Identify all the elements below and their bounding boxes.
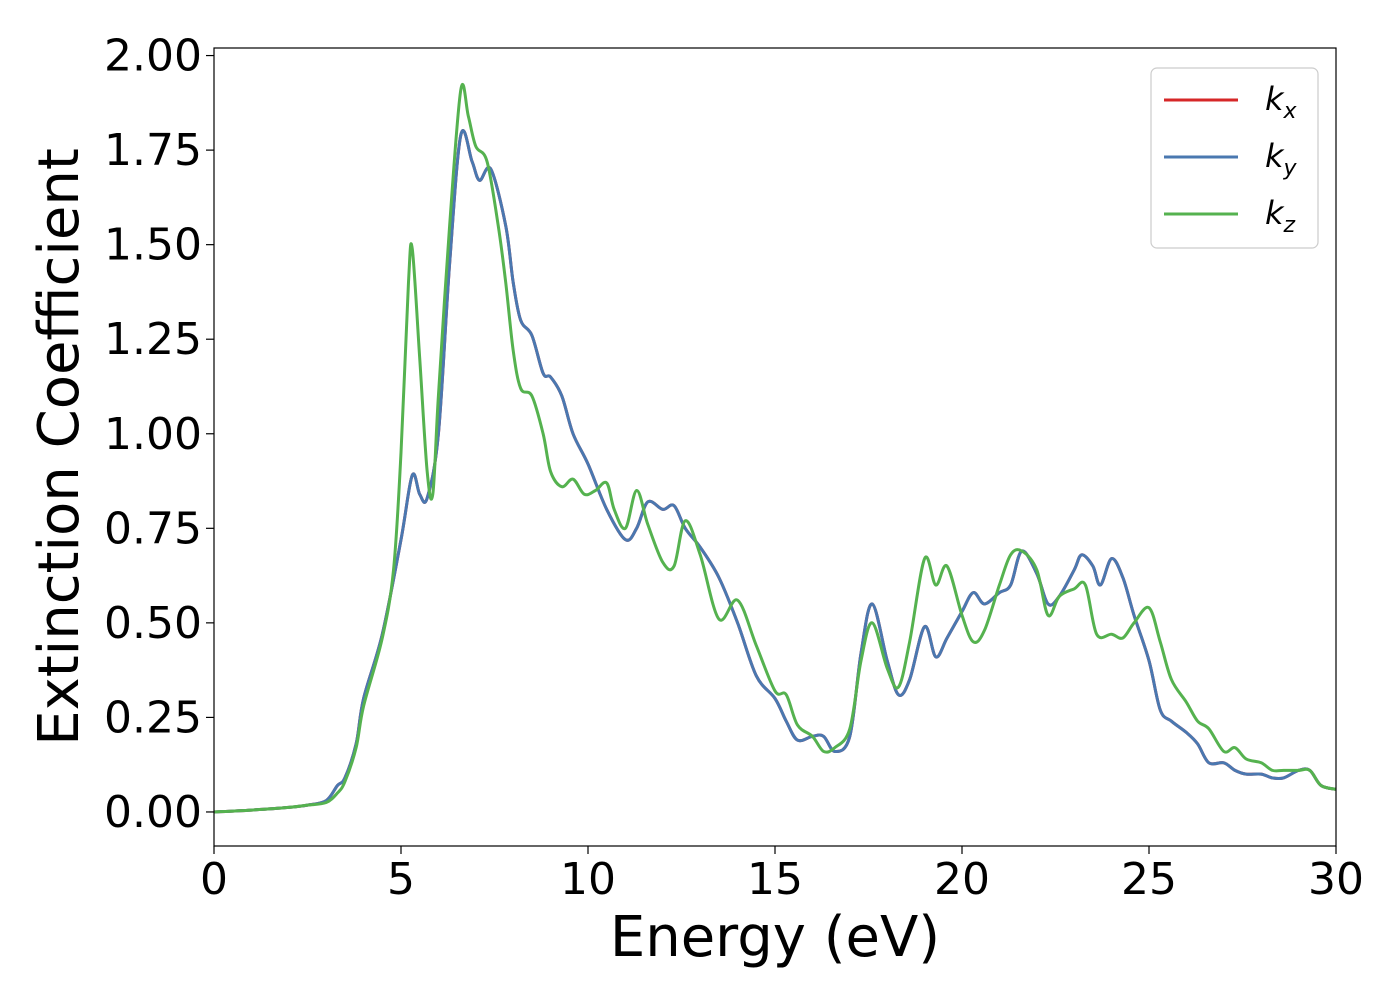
x-axis-title: Energy (eV)	[610, 905, 940, 970]
y-tick-label: 2.00	[104, 31, 202, 82]
legend: kx ky kz	[1150, 67, 1319, 249]
legend-label-kz: kz	[1265, 194, 1296, 238]
y-tick-label: 0.25	[104, 692, 202, 743]
y-axis: 0.00 0.25 0.50 0.75 1.00 1.25 1.50 1.75 2.00	[104, 31, 214, 838]
y-tick-label: 0.00	[104, 787, 202, 838]
series-layer	[214, 83, 1336, 814]
x-axis: 0 5 10 15 20 25 30	[200, 846, 1364, 905]
series-line-kz	[214, 83, 1336, 814]
x-tick-label: 10	[560, 854, 616, 905]
y-tick-label: 1.00	[104, 409, 202, 460]
y-tick-label: 0.75	[104, 503, 202, 554]
legend-label-kx: kx	[1265, 80, 1298, 124]
series-line-ky	[214, 129, 1336, 814]
y-tick-label: 1.75	[104, 125, 202, 176]
y-tick-label: 1.25	[104, 314, 202, 365]
y-tick-label: 1.50	[104, 220, 202, 271]
y-axis-title: Extinction Coefficient	[27, 148, 92, 746]
x-tick-label: 30	[1308, 854, 1364, 905]
x-tick-label: 0	[200, 854, 228, 905]
legend-label-ky: ky	[1265, 137, 1298, 181]
x-tick-label: 5	[387, 854, 415, 905]
x-tick-label: 20	[934, 854, 990, 905]
x-tick-label: 25	[1121, 854, 1177, 905]
y-tick-label: 0.50	[104, 598, 202, 649]
x-tick-label: 15	[747, 854, 803, 905]
